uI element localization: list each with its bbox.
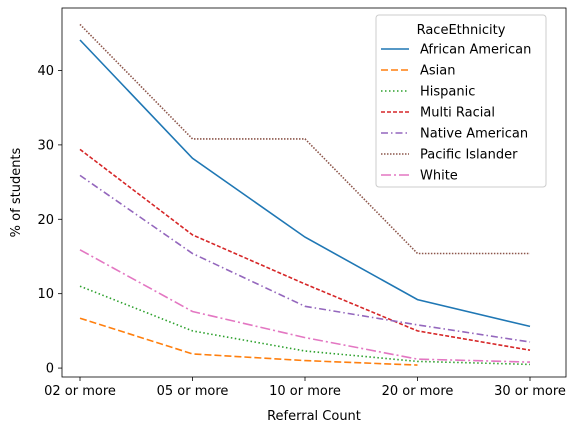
legend-box (375, 14, 547, 188)
legend-label: Pacific Islander (420, 148, 518, 163)
series-line-multi-racial (79, 148, 531, 351)
x-tick-label: 10 or more (269, 384, 341, 399)
legend-label: Native American (420, 127, 528, 142)
legend-label: African American (420, 43, 531, 58)
x-tick-label: 30 or more (494, 384, 566, 399)
legend-title: RaceEthnicity (417, 23, 506, 38)
series-line-asian (79, 317, 418, 366)
x-axis: 02 or more 05 or more 10 or more 20 or more… (44, 377, 566, 399)
legend-label: Hispanic (420, 85, 475, 100)
series-lines (79, 23, 531, 366)
series-line-african-american (79, 39, 531, 328)
legend-label: Asian (420, 64, 455, 79)
series-line-native-american (79, 174, 531, 343)
y-tick-label: 0 (46, 362, 54, 377)
legend: RaceEthnicity African American Asian Hispa… (375, 14, 547, 188)
legend-label: White (420, 169, 458, 184)
y-tick-label: 30 (37, 138, 54, 153)
series-line-hispanic (79, 285, 531, 366)
x-axis-label: Referral Count (267, 409, 361, 424)
y-tick-label: 10 (37, 287, 54, 302)
plot-frame (61, 7, 567, 378)
y-axis-label: % of students (9, 147, 24, 237)
y-tick-label: 20 (37, 213, 54, 228)
x-tick-label: 02 or more (44, 384, 116, 399)
x-tick-label: 05 or more (157, 384, 229, 399)
x-tick-label: 20 or more (382, 384, 454, 399)
series-line-white (79, 249, 531, 363)
series-line-pacific-islander (79, 23, 530, 255)
y-tick-label: 40 (37, 64, 54, 79)
y-axis: 0 10 20 30 40 (37, 64, 62, 377)
legend-label: Multi Racial (420, 106, 495, 121)
